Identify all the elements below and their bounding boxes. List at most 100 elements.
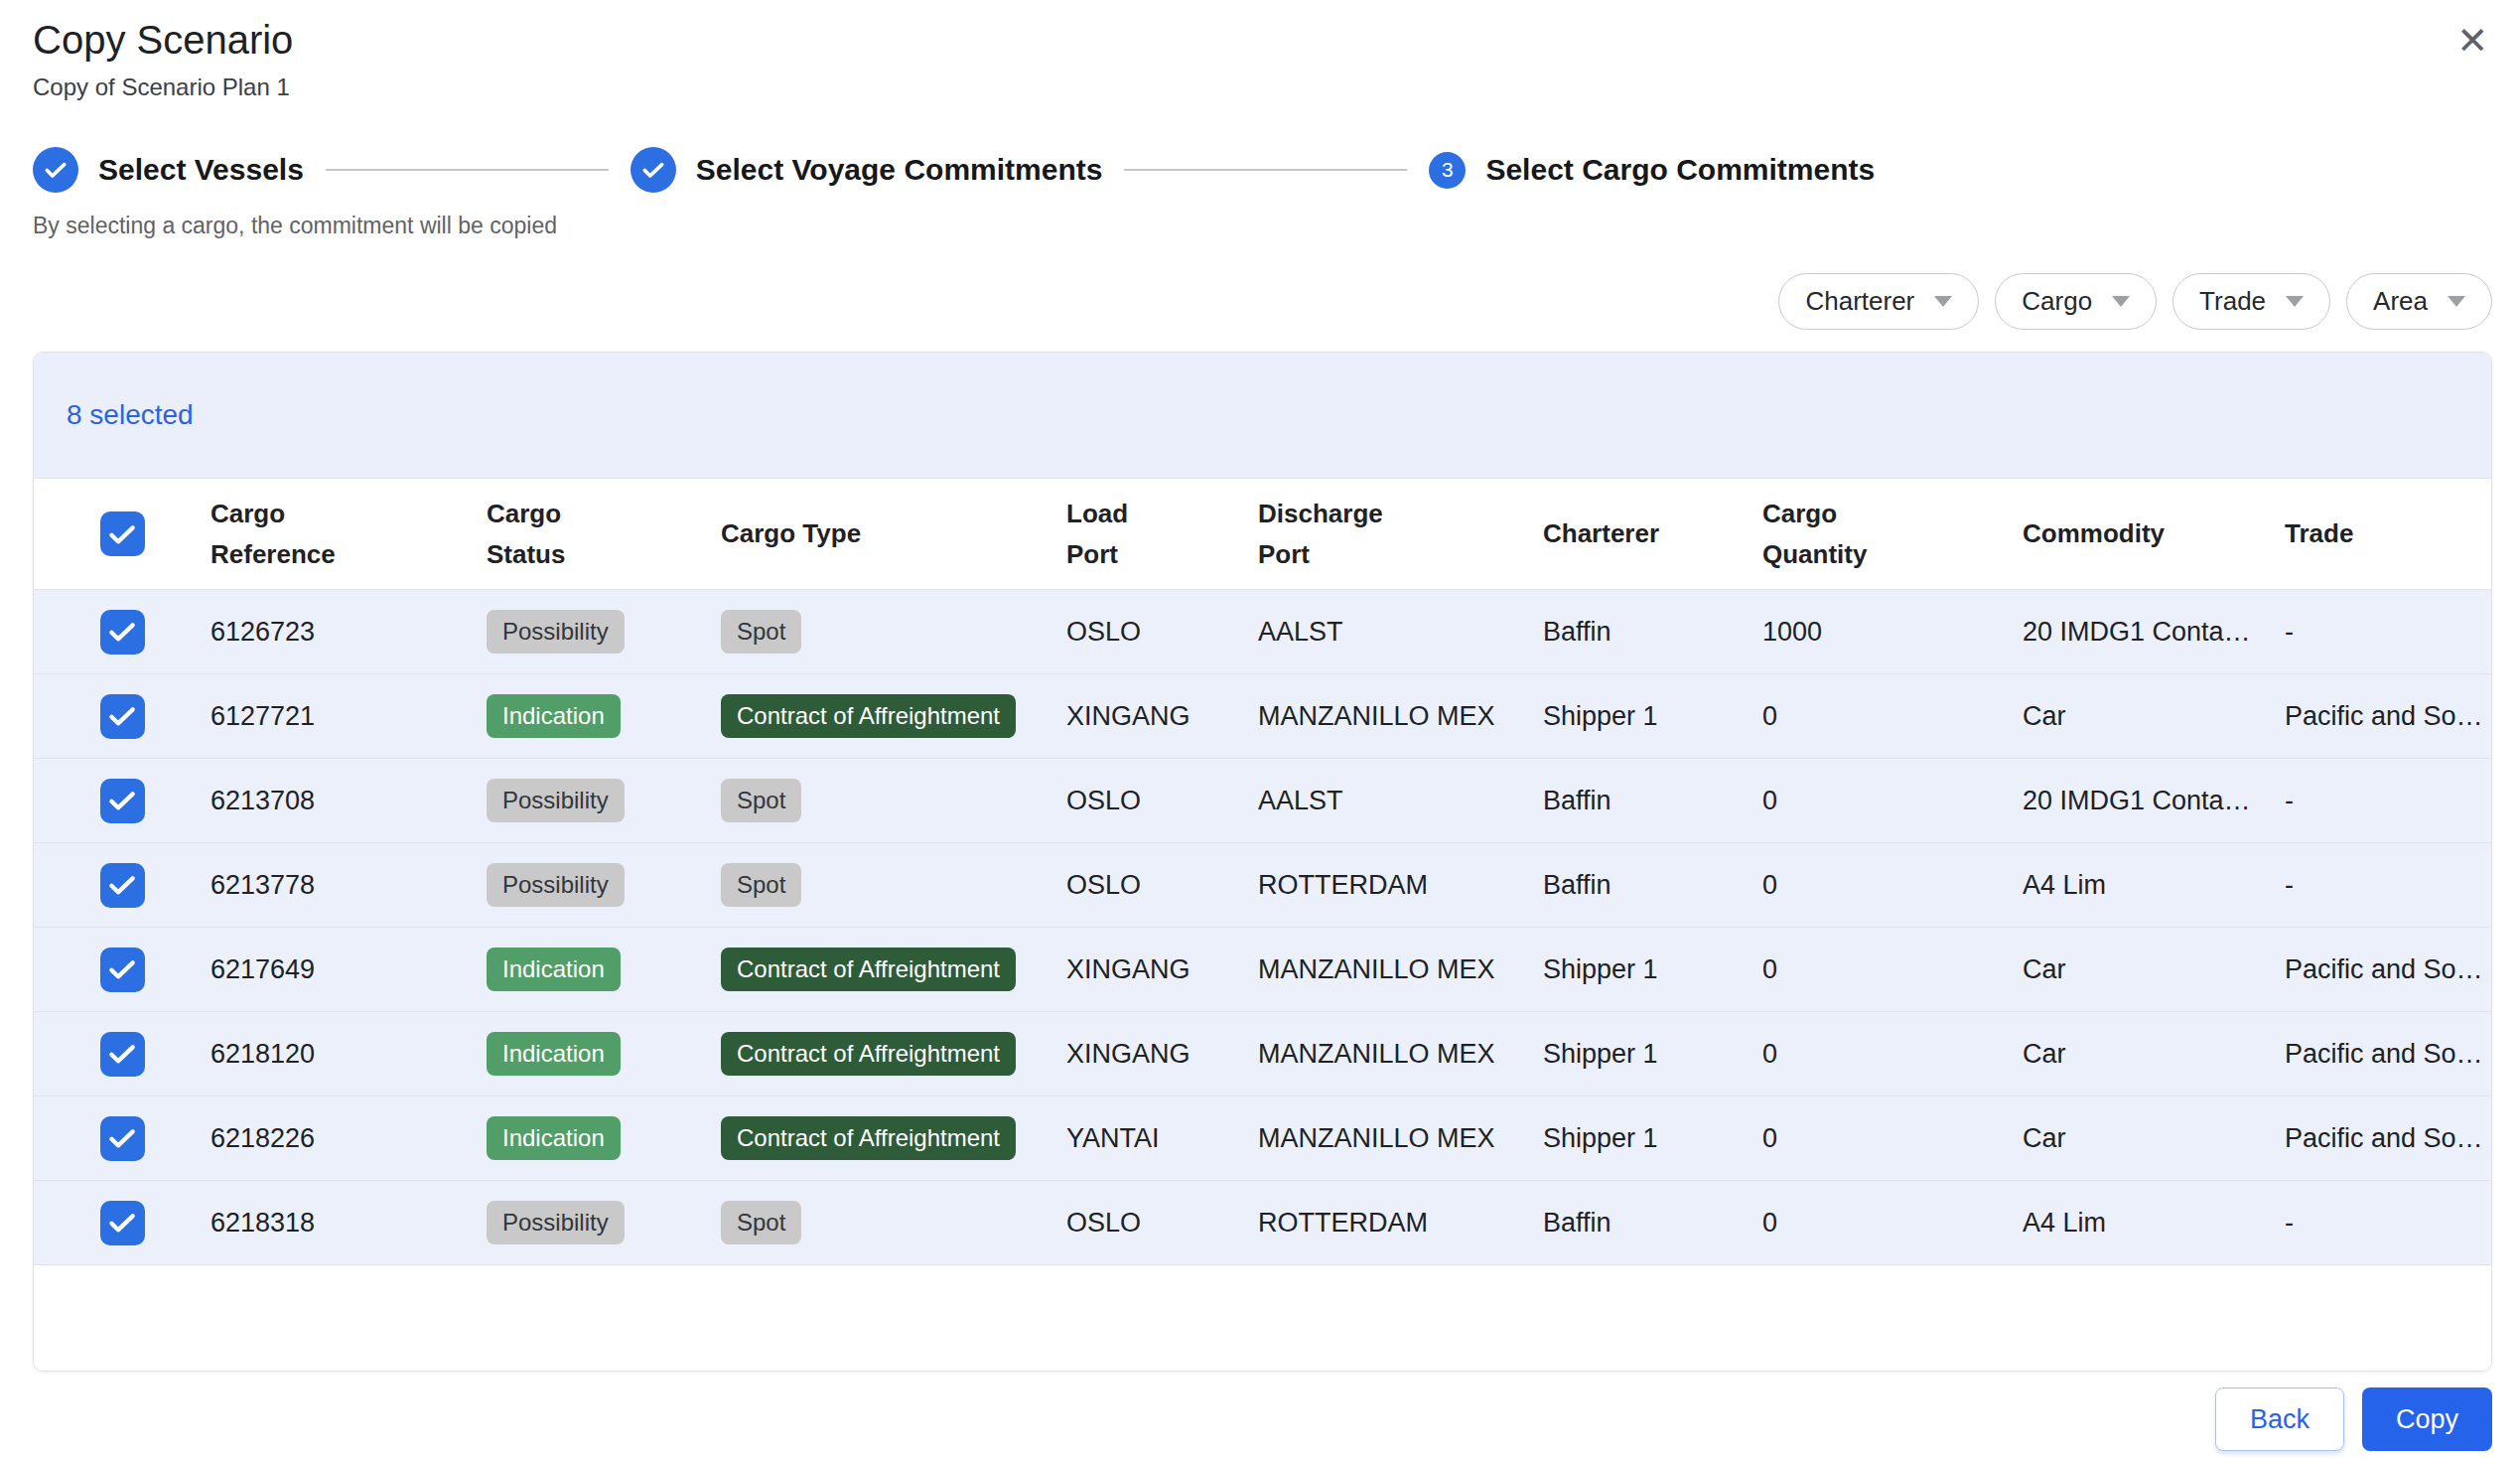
cargo-status-cell: Possibility <box>487 863 721 907</box>
cargo-type-cell: Contract of Affreightment <box>721 694 1066 738</box>
commodity: A4 Lim <box>2023 870 2285 901</box>
cargo-status-cell: Possibility <box>487 610 721 654</box>
cargo-quantity: 0 <box>1762 701 2023 732</box>
checkbox-check-icon <box>106 1122 138 1154</box>
page-title: Copy Scenario <box>33 16 2487 64</box>
cargo-filter-dropdown[interactable]: Cargo <box>1995 273 2157 330</box>
discharge-port: MANZANILLO MEX <box>1258 1039 1543 1070</box>
cargo-type-cell: Contract of Affreightment <box>721 1116 1066 1160</box>
row-checkbox-cell <box>34 1032 210 1077</box>
checkbox-check-icon <box>106 1038 138 1070</box>
table-row[interactable]: 6127721IndicationContract of Affreightme… <box>34 674 2491 759</box>
table-row[interactable]: 6217649IndicationContract of Affreightme… <box>34 928 2491 1012</box>
row-checkbox-cell <box>34 948 210 992</box>
row-checkbox[interactable] <box>100 1032 145 1077</box>
cargo-quantity: 1000 <box>1762 617 2023 648</box>
checkbox-check-icon <box>106 700 138 732</box>
column-header-cargo-type: Cargo Type <box>721 513 1066 553</box>
back-button[interactable]: Back <box>2215 1387 2344 1451</box>
load-port: OSLO <box>1066 786 1258 816</box>
charterer: Baffin <box>1543 870 1762 901</box>
cargo-type-badge: Contract of Affreightment <box>721 1116 1016 1160</box>
table-row[interactable]: 6213778PossibilitySpotOSLOROTTERDAMBaffi… <box>34 843 2491 928</box>
chevron-down-icon <box>1934 296 1952 307</box>
chevron-down-icon <box>2448 296 2465 307</box>
column-header-charterer: Charterer <box>1543 513 1762 553</box>
step-select-cargo-commitments[interactable]: 3 Select Cargo Commitments <box>1429 152 1875 189</box>
trade: Pacific and So… <box>2285 954 2491 985</box>
table-header-row: CargoReferenceCargoStatusCargo TypeLoadP… <box>34 479 2491 590</box>
step-select-vessels[interactable]: Select Vessels <box>33 147 304 193</box>
commodity: 20 IMDG1 Conta… <box>2023 786 2285 816</box>
cargo-status-badge: Indication <box>487 1032 621 1076</box>
load-port: XINGANG <box>1066 954 1258 985</box>
dialog-subtitle: Copy of Scenario Plan 1 <box>33 73 2487 101</box>
cargo-quantity: 0 <box>1762 1039 2023 1070</box>
select-all-cell <box>34 511 210 556</box>
row-checkbox[interactable] <box>100 1116 145 1161</box>
select-all-checkbox[interactable] <box>100 511 145 556</box>
commodity: Car <box>2023 1039 2285 1070</box>
row-checkbox-cell <box>34 779 210 823</box>
trade: Pacific and So… <box>2285 701 2491 732</box>
column-header-cargo-quantity: CargoQuantity <box>1762 494 2023 574</box>
chevron-down-icon <box>2112 296 2130 307</box>
row-checkbox[interactable] <box>100 779 145 823</box>
step-complete-circle <box>33 147 78 193</box>
load-port: OSLO <box>1066 870 1258 901</box>
filter-label: Charterer <box>1805 286 1914 317</box>
checkbox-check-icon <box>106 953 138 985</box>
cargo-status-badge: Possibility <box>487 1201 625 1244</box>
trade: Pacific and So… <box>2285 1039 2491 1070</box>
row-checkbox[interactable] <box>100 610 145 655</box>
table-row[interactable]: 6218318PossibilitySpotOSLOROTTERDAMBaffi… <box>34 1181 2491 1265</box>
cargo-reference: 6218226 <box>210 1123 487 1154</box>
table-row[interactable]: 6213708PossibilitySpotOSLOAALSTBaffin020… <box>34 759 2491 843</box>
trade-filter-dropdown[interactable]: Trade <box>2172 273 2330 330</box>
cargo-quantity: 0 <box>1762 1123 2023 1154</box>
table-row[interactable]: 6126723PossibilitySpotOSLOAALSTBaffin100… <box>34 590 2491 674</box>
cargo-type-cell: Spot <box>721 1201 1066 1244</box>
charterer-filter-dropdown[interactable]: Charterer <box>1778 273 1979 330</box>
cargo-status-badge: Indication <box>487 1116 621 1160</box>
cargo-reference: 6126723 <box>210 617 487 648</box>
cargo-reference: 6213778 <box>210 870 487 901</box>
trade: Pacific and So… <box>2285 1123 2491 1154</box>
cargo-quantity: 0 <box>1762 786 2023 816</box>
cargo-commitments-table: 8 selected CargoReferenceCargoStatusCarg… <box>33 352 2492 1372</box>
cargo-status-badge: Indication <box>487 948 621 991</box>
commodity: Car <box>2023 701 2285 732</box>
helper-text: By selecting a cargo, the commitment wil… <box>33 213 2520 239</box>
copy-scenario-dialog: Copy Scenario Copy of Scenario Plan 1 ✕ … <box>0 0 2520 1458</box>
table-body: 6126723PossibilitySpotOSLOAALSTBaffin100… <box>34 590 2491 1265</box>
column-header-cargo-status: CargoStatus <box>487 494 721 574</box>
cargo-type-badge: Spot <box>721 863 801 907</box>
row-checkbox[interactable] <box>100 948 145 992</box>
cargo-type-cell: Contract of Affreightment <box>721 948 1066 991</box>
dialog-header: Copy Scenario Copy of Scenario Plan 1 <box>0 0 2520 101</box>
checkbox-check-icon <box>106 616 138 648</box>
charterer: Shipper 1 <box>1543 954 1762 985</box>
cargo-type-cell: Spot <box>721 863 1066 907</box>
row-checkbox[interactable] <box>100 1201 145 1245</box>
commodity: A4 Lim <box>2023 1208 2285 1239</box>
row-checkbox[interactable] <box>100 694 145 739</box>
discharge-port: MANZANILLO MEX <box>1258 954 1543 985</box>
load-port: OSLO <box>1066 1208 1258 1239</box>
close-icon[interactable]: ✕ <box>2456 22 2488 60</box>
trade: - <box>2285 786 2491 816</box>
table-row[interactable]: 6218226Indication Contract of Affreightme… <box>34 1096 2491 1181</box>
selection-banner: 8 selected <box>34 353 2491 479</box>
row-checkbox[interactable] <box>100 863 145 908</box>
step-label: Select Cargo Commitments <box>1485 153 1875 187</box>
discharge-port: MANZANILLO MEX <box>1258 1123 1543 1154</box>
cargo-quantity: 0 <box>1762 870 2023 901</box>
table-row[interactable]: 6218120IndicationContract of Affreightme… <box>34 1012 2491 1096</box>
checkbox-check-icon <box>106 785 138 816</box>
checkbox-check-icon <box>106 1207 138 1239</box>
load-port: OSLO <box>1066 617 1258 648</box>
filter-label: Cargo <box>2022 286 2092 317</box>
step-select-voyage-commitments[interactable]: Select Voyage Commitments <box>630 147 1103 193</box>
copy-button[interactable]: Copy <box>2362 1387 2492 1451</box>
area-filter-dropdown[interactable]: Area <box>2346 273 2492 330</box>
